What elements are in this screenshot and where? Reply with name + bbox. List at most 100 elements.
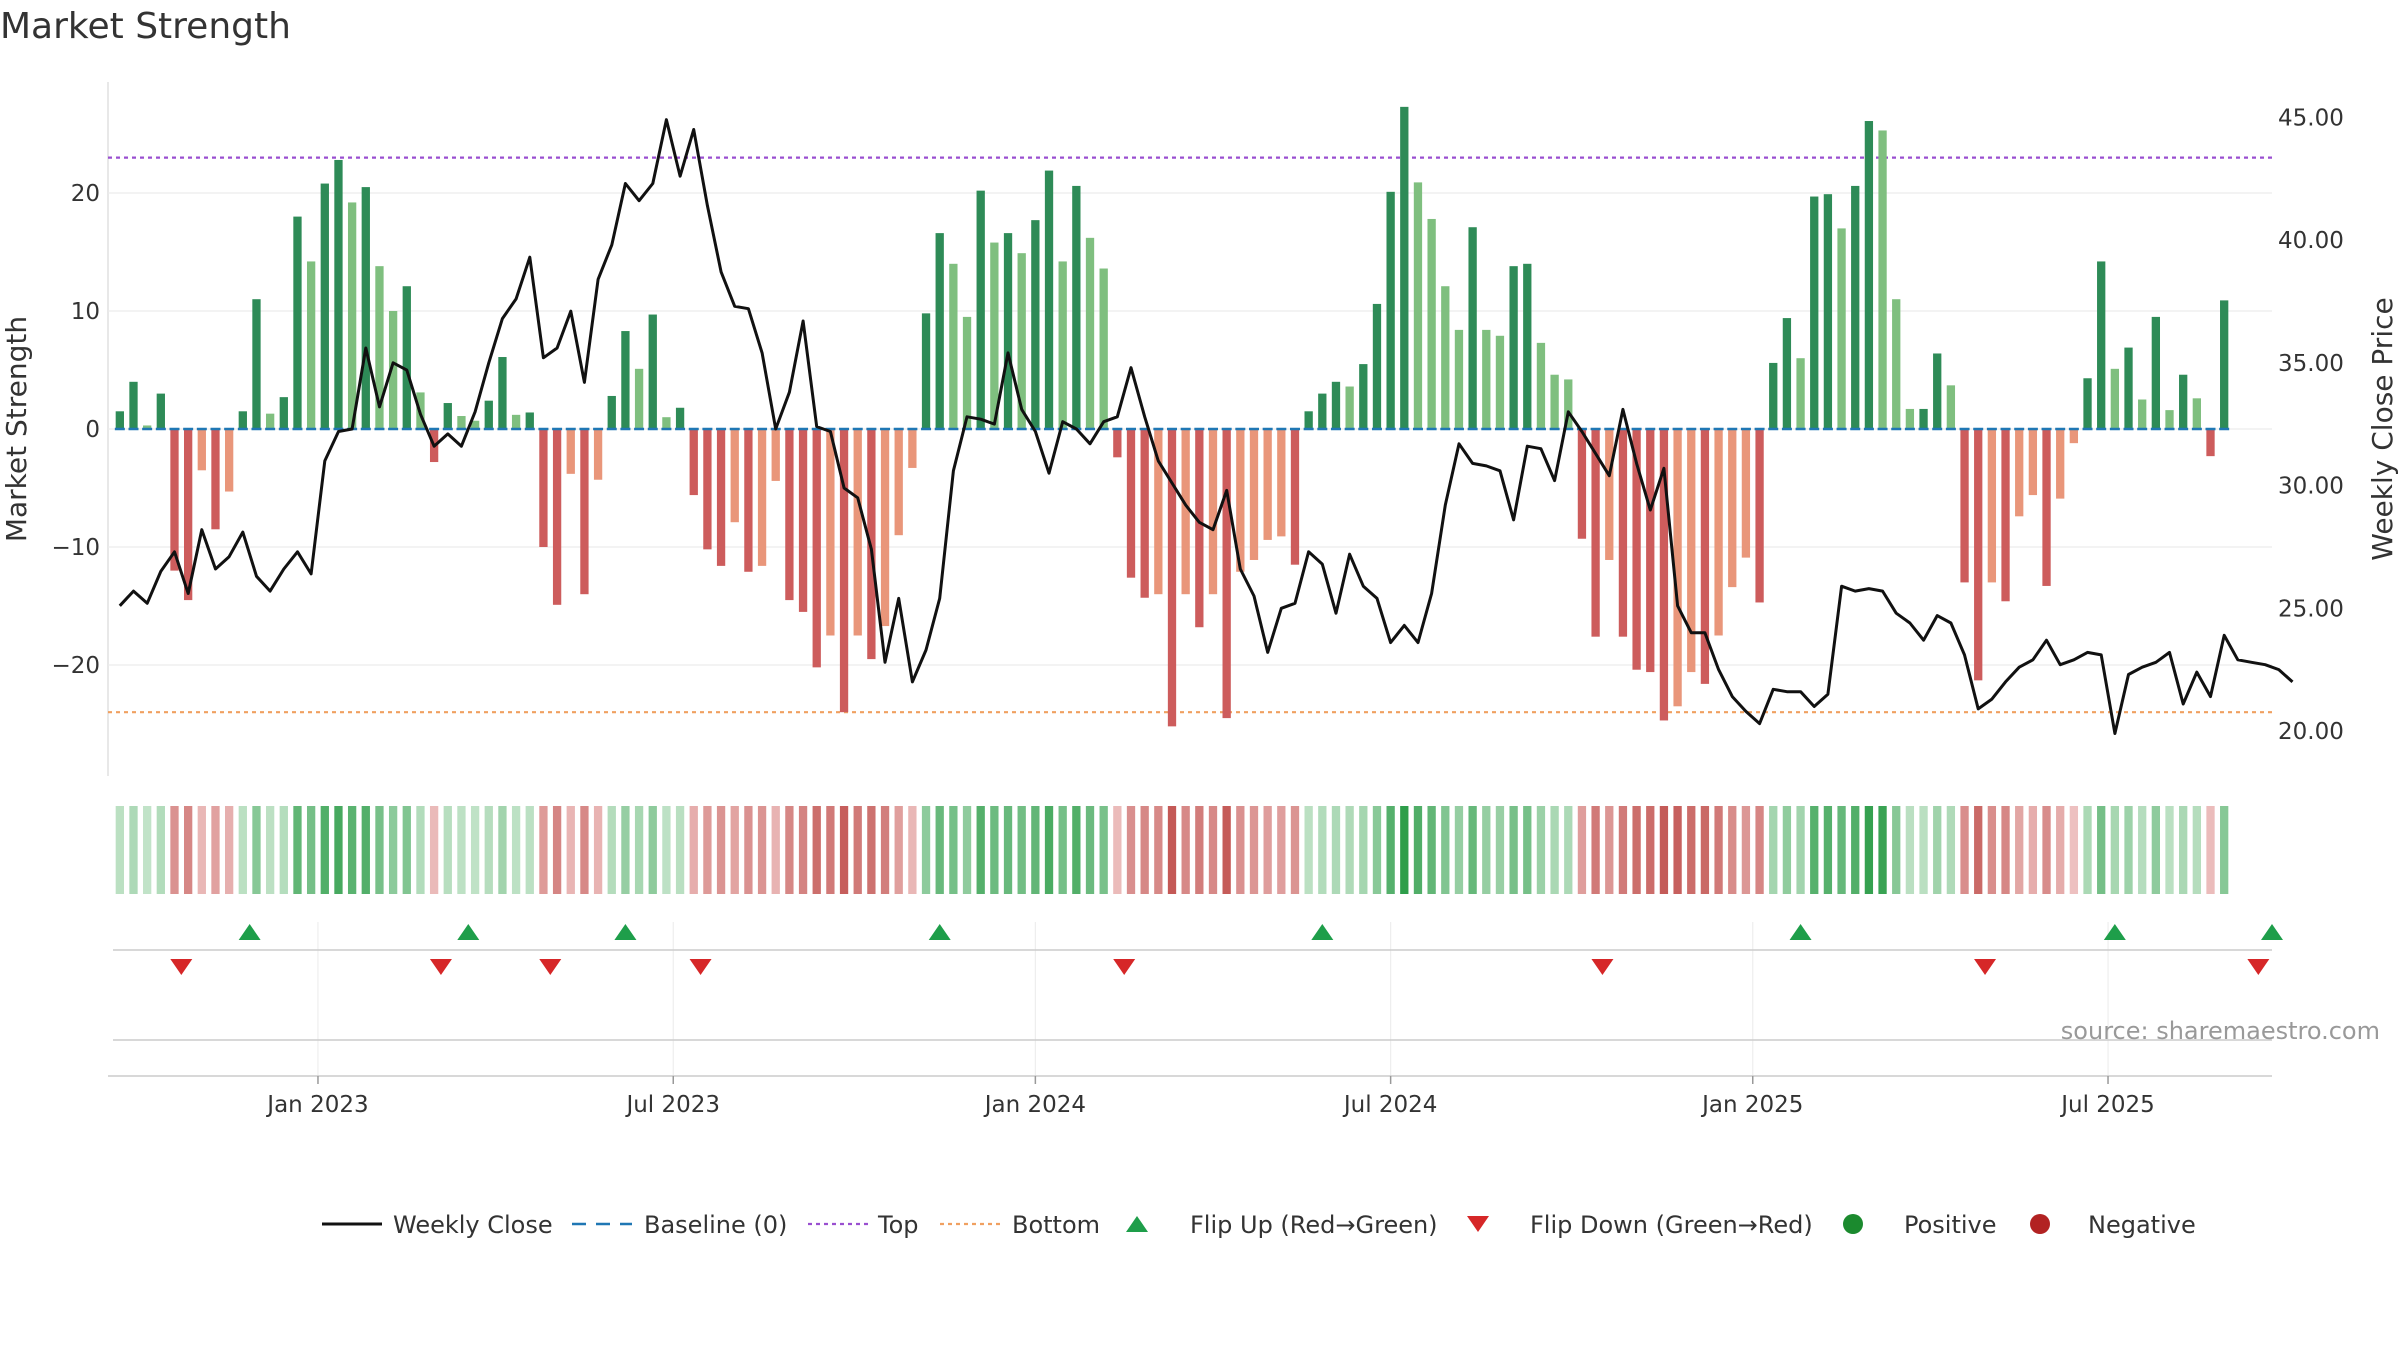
heat-cell — [552, 806, 562, 894]
flip-down-marker — [539, 959, 562, 975]
heat-cell — [1099, 806, 1108, 894]
strength-bar — [1345, 386, 1354, 429]
x-tick-label: Jan 2025 — [1700, 1092, 1803, 1118]
strength-bar — [1905, 408, 1915, 429]
strength-bar — [1304, 411, 1313, 429]
heat-cell — [347, 806, 357, 894]
strength-bar — [1140, 429, 1149, 598]
strength-bar — [197, 429, 206, 471]
strength-bar — [252, 299, 261, 429]
y2-tick-label: 25.00 — [2278, 596, 2344, 622]
heat-cell — [2220, 806, 2229, 894]
strength-bar — [1044, 170, 1054, 429]
strength-bar — [921, 313, 931, 429]
strength-bar — [1181, 429, 1190, 595]
heat-cell — [716, 806, 726, 894]
strength-bar — [662, 417, 671, 429]
strength-bar — [716, 429, 726, 566]
strength-bar — [115, 411, 124, 429]
strength-bar — [334, 159, 343, 429]
strength-bar — [1113, 429, 1122, 458]
strength-bar — [1700, 429, 1710, 684]
strength-bar — [279, 397, 288, 429]
strength-bar — [1591, 429, 1600, 637]
heat-cell — [320, 806, 329, 894]
strength-bar — [703, 429, 712, 550]
heat-cell — [826, 806, 835, 894]
strength-bar — [2192, 398, 2201, 429]
heat-cell — [2165, 806, 2174, 894]
strength-bar — [1933, 353, 1942, 429]
flip-down-marker — [429, 959, 452, 975]
strength-bar — [1618, 429, 1628, 637]
heat-cell — [1837, 806, 1846, 894]
heat-cell — [1509, 806, 1518, 894]
legend-swatch-positive — [1843, 1214, 1863, 1234]
heat-cell — [1919, 806, 1928, 894]
heat-cell — [1741, 806, 1751, 894]
heat-cell — [1003, 806, 1013, 894]
heat-cell — [402, 806, 411, 894]
strength-bar — [484, 400, 493, 429]
strength-bar — [1195, 429, 1204, 628]
heat-cell — [429, 806, 439, 894]
heat-cell — [388, 806, 398, 894]
strength-bar — [293, 216, 302, 429]
strength-bar — [2220, 300, 2229, 429]
heat-cell — [416, 806, 425, 894]
strength-bar — [1987, 429, 1997, 583]
heat-cell — [525, 806, 534, 894]
reference-lines — [108, 156, 2272, 714]
x-axis-ticks: Jan 2023 Jul 2023 Jan 2024 Jul 2024 Jan 2025… — [265, 1076, 2155, 1118]
strength-bar — [826, 429, 835, 636]
heat-cell — [279, 806, 288, 894]
strength-bar — [675, 407, 685, 429]
heat-cell — [1618, 806, 1628, 894]
strength-bar — [1427, 218, 1436, 429]
heat-cell — [498, 806, 507, 894]
strength-bar — [1741, 429, 1751, 558]
strength-bar — [1919, 408, 1928, 429]
heat-cell — [2083, 806, 2092, 894]
heat-cell — [1263, 806, 1272, 894]
flip-down-marker — [170, 959, 193, 975]
heat-cell — [1946, 806, 1956, 894]
strength-bar — [1222, 429, 1231, 719]
strength-bar — [1290, 429, 1300, 565]
heat-cell — [675, 806, 685, 894]
heat-cell — [730, 806, 739, 894]
heat-cell — [580, 806, 589, 894]
flip-up-marker — [1789, 924, 1812, 940]
strength-bar — [1796, 358, 1805, 429]
heat-cell — [1058, 806, 1067, 894]
strength-bar — [539, 429, 548, 547]
strength-bar — [2083, 378, 2092, 429]
heat-cell — [2206, 806, 2215, 894]
strength-bar — [648, 314, 657, 429]
heat-cell — [990, 806, 999, 894]
y-axis-ticks: −20 −10 0 10 20 — [51, 181, 100, 679]
heat-cell — [1154, 806, 1163, 894]
heat-cell — [115, 806, 124, 894]
strength-bar — [962, 316, 972, 429]
heat-cell — [1044, 806, 1054, 894]
heat-cell — [1468, 806, 1477, 894]
flip-up-marker — [1311, 924, 1334, 940]
strength-bar — [170, 429, 179, 571]
heat-cell — [265, 806, 275, 894]
chart-title: Market Strength — [0, 6, 291, 47]
strength-bar — [1003, 233, 1013, 429]
strength-bar — [2097, 261, 2106, 429]
heat-cell — [689, 806, 698, 894]
strength-bar — [129, 381, 138, 429]
strength-bar — [785, 429, 794, 601]
heat-cell — [470, 806, 480, 894]
heat-cell — [648, 806, 657, 894]
strength-bar — [361, 187, 370, 429]
heat-cell — [634, 806, 644, 894]
strength-bar — [744, 429, 753, 572]
strength-bar — [1646, 429, 1655, 673]
strength-bar — [498, 357, 507, 429]
flip-down-marker — [1974, 959, 1997, 975]
